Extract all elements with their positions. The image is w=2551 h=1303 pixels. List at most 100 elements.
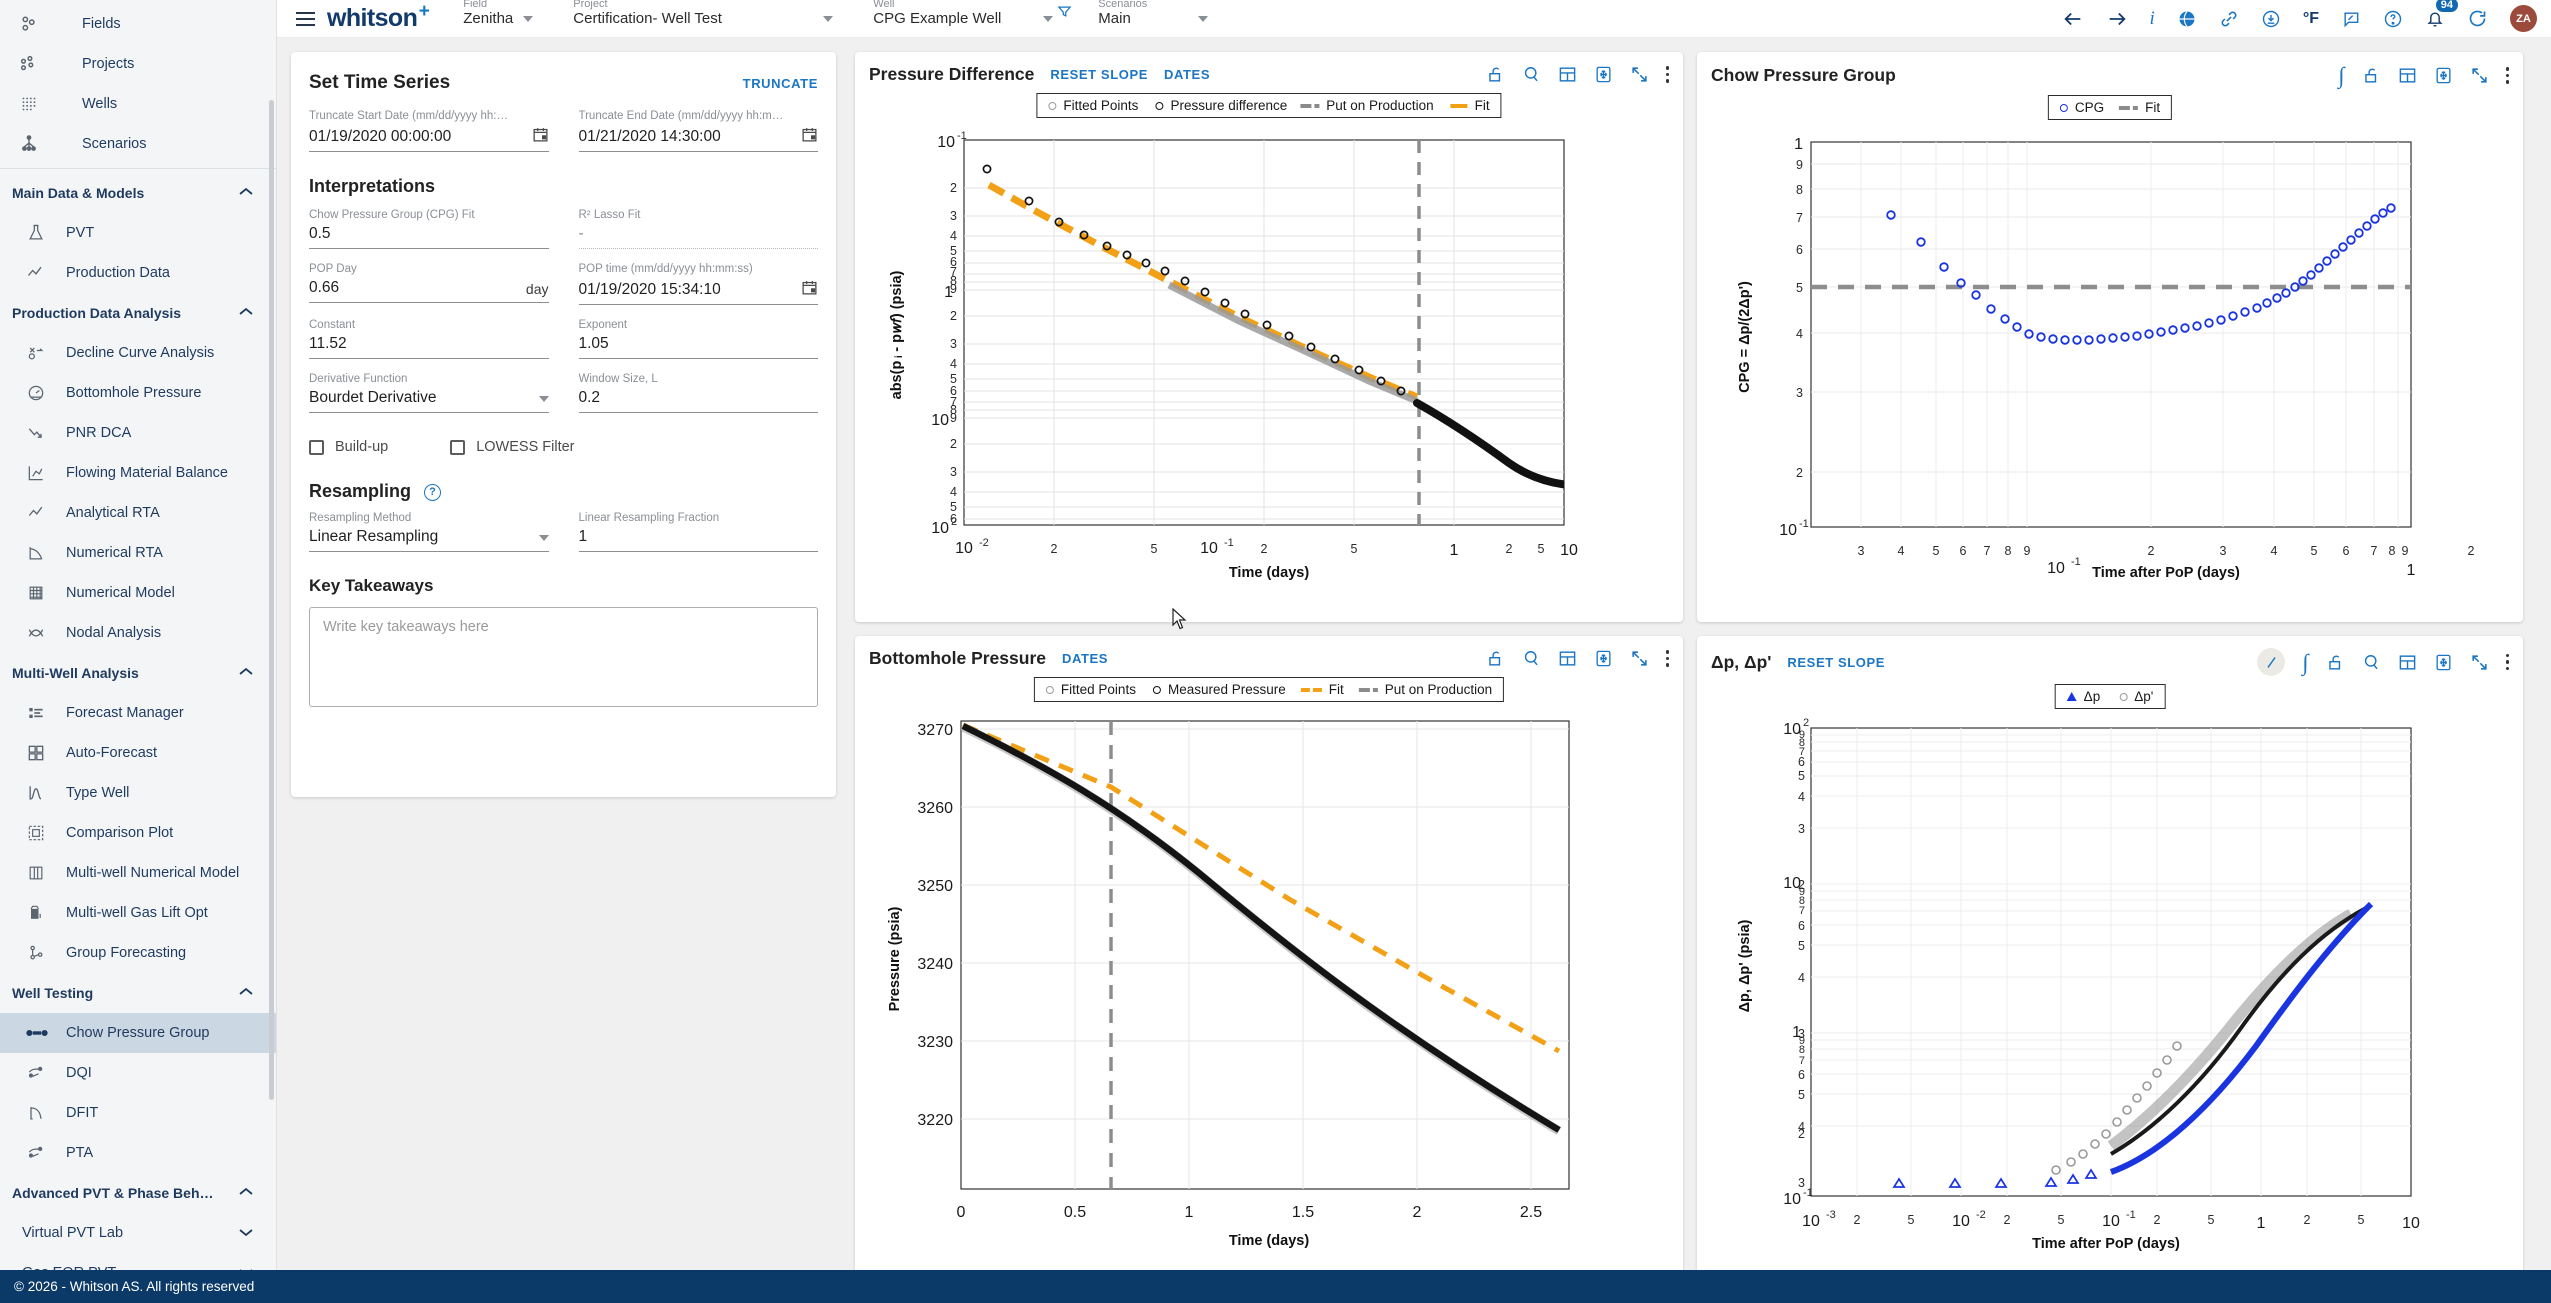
expand-icon[interactable] [1630,65,1649,84]
pop-time-field[interactable]: POP time (mm/dd/yyyy hh:mm:ss) 01/19/202… [578,263,818,305]
notifications-icon[interactable]: 94 [2425,0,2458,29]
dates-button[interactable]: DATES [1061,651,1109,666]
move-icon[interactable] [1594,649,1613,668]
sidebar-group-main-data-models[interactable]: Main Data & Models [0,173,276,213]
sidebar-item-dfit[interactable]: DFIT [0,1093,276,1133]
sidebar-group-multi-well-analysis[interactable]: Multi-Well Analysis [0,653,276,693]
pressure-difference-plot[interactable]: Fitted Points Pressure difference Put on… [869,85,1669,585]
pop-day-field[interactable]: POP Day 0.66 day [309,263,549,305]
truncate-start-date-field[interactable]: Truncate Start Date (mm/dd/yyyy hh:… 01/… [309,110,549,152]
link-icon[interactable] [2219,9,2239,29]
reset-slope-button[interactable]: RESET SLOPE [1787,654,1886,670]
sidebar-group-well-testing[interactable]: Well Testing [0,973,276,1013]
filter-icon[interactable] [1057,4,1072,22]
download-icon[interactable] [2261,9,2281,29]
sidebar-item-scenarios[interactable]: Scenarios [0,124,276,164]
sidebar-item-bottomhole-pressure[interactable]: Bottomhole Pressure [0,373,276,413]
table-icon[interactable] [2398,653,2417,672]
well-selector[interactable]: Well CPG Example Well [873,0,1054,27]
window-size-field[interactable]: Window Size, L 0.2 [578,373,818,413]
sidebar-item-numerical-rta[interactable]: Numerical RTA [0,533,276,573]
slope-icon[interactable] [2257,648,2286,676]
chow-pressure-group-plot[interactable]: CPG Fit [1711,87,2509,587]
annotation-icon[interactable] [1522,649,1541,668]
constant-field[interactable]: Constant 11.52 [309,319,549,359]
delta-p-plot[interactable]: Δp Δp' [1711,676,2509,1266]
dates-button[interactable]: DATES [1164,67,1211,82]
move-icon[interactable] [2434,66,2453,85]
expand-icon[interactable] [1630,649,1649,668]
unlock-icon[interactable] [2362,66,2381,85]
kebab-icon[interactable] [2505,653,2509,671]
annotation-icon[interactable] [2362,653,2381,672]
key-takeaways-input[interactable] [309,607,818,707]
sidebar-item-virtual-pvt-lab[interactable]: Virtual PVT Lab [0,1213,276,1253]
move-icon[interactable] [1594,65,1613,84]
scenarios-selector[interactable]: Scenarios Main [1098,0,1209,27]
calendar-icon[interactable] [801,279,818,299]
sidebar-item-chow-pressure-group[interactable]: Chow Pressure Group [0,1013,276,1053]
help-icon[interactable] [2383,9,2403,29]
sidebar-scrollbar[interactable] [269,100,274,1100]
sidebar-item-flowing-material-balance[interactable]: Flowing Material Balance [0,453,276,493]
kebab-icon[interactable] [1665,650,1669,667]
sidebar-item-comparison-plot[interactable]: Comparison Plot [0,813,276,853]
info-icon[interactable]: i [2149,7,2155,29]
feedback-icon[interactable] [2341,9,2361,29]
linear-resampling-fraction-field[interactable]: Linear Resampling Fraction 1 [578,512,818,552]
integral-icon[interactable]: ∫ [2302,649,2309,675]
expand-icon[interactable] [2470,653,2489,672]
integral-icon[interactable]: ∫ [2338,63,2345,88]
sidebar-group-production-data-analysis[interactable]: Production Data Analysis [0,293,276,333]
derivative-function-select[interactable]: Derivative Function Bourdet Derivative [309,373,549,413]
help-icon[interactable]: ? [424,483,442,501]
calendar-icon[interactable] [801,126,818,146]
sidebar-item-numerical-model[interactable]: Numerical Model [0,573,276,613]
refresh-icon[interactable] [2467,8,2488,29]
back-arrow-icon[interactable] [2062,8,2084,30]
truncate-button[interactable]: TRUNCATE [742,76,818,91]
kebab-icon[interactable] [1665,66,1669,83]
table-icon[interactable] [2398,66,2417,85]
sidebar-item-gas-eor-pvt[interactable]: Gas EOR PVT [0,1253,276,1270]
exponent-field[interactable]: Exponent 1.05 [578,319,818,359]
build-up-checkbox[interactable]: Build-up [309,439,388,455]
move-icon[interactable] [2434,653,2453,672]
bottomhole-pressure-plot[interactable]: Fitted Points Measured Pressure Fit Put … [869,669,1669,1259]
table-icon[interactable] [1558,649,1577,668]
sidebar-item-production-data[interactable]: Production Data [0,253,276,293]
sidebar-item-type-well[interactable]: Type Well [0,773,276,813]
forward-arrow-icon[interactable] [2106,8,2128,30]
avatar[interactable]: ZA [2510,5,2537,32]
lowess-filter-checkbox[interactable]: LOWESS Filter [450,439,575,455]
menu-toggle-button[interactable] [283,11,327,26]
sidebar-item-multi-well-gas-lift-opt[interactable]: Multi-well Gas Lift Opt [0,893,276,933]
sidebar-item-decline-curve-analysis[interactable]: Decline Curve Analysis [0,333,276,373]
truncate-end-date-field[interactable]: Truncate End Date (mm/dd/yyyy hh:m… 01/2… [578,110,818,152]
resampling-method-select[interactable]: Resampling Method Linear Resampling [309,512,549,552]
sidebar-group-advanced-pvt[interactable]: Advanced PVT & Phase Beh… [0,1173,276,1213]
unlock-icon[interactable] [2326,653,2345,672]
sidebar-item-projects[interactable]: Projects [0,44,276,84]
sidebar-item-multi-well-numerical-model[interactable]: Multi-well Numerical Model [0,853,276,893]
sidebar-item-wells[interactable]: Wells [0,84,276,124]
expand-icon[interactable] [2470,66,2489,85]
annotation-icon[interactable] [1522,65,1541,84]
sidebar-item-pta[interactable]: PTA [0,1133,276,1173]
sidebar-item-analytical-rta[interactable]: Analytical RTA [0,493,276,533]
sidebar-item-dqi[interactable]: DQI [0,1053,276,1093]
table-icon[interactable] [1558,65,1577,84]
project-selector[interactable]: Project Certification- Well Test [573,0,834,27]
kebab-icon[interactable] [2505,67,2509,84]
temperature-unit-icon[interactable]: °F [2302,9,2319,27]
unlock-icon[interactable] [1486,649,1505,668]
globe-icon[interactable] [2177,9,2197,29]
sidebar-item-forecast-manager[interactable]: Forecast Manager [0,693,276,733]
sidebar-item-group-forecasting[interactable]: Group Forecasting [0,933,276,973]
cpg-fit-field[interactable]: Chow Pressure Group (CPG) Fit 0.5 [309,209,549,249]
sidebar-item-pnr-dca[interactable]: PNR DCA [0,413,276,453]
calendar-icon[interactable] [532,126,549,146]
unlock-icon[interactable] [1486,65,1505,84]
field-selector[interactable]: Field Zenitha [463,0,534,27]
sidebar-item-nodal-analysis[interactable]: Nodal Analysis [0,613,276,653]
